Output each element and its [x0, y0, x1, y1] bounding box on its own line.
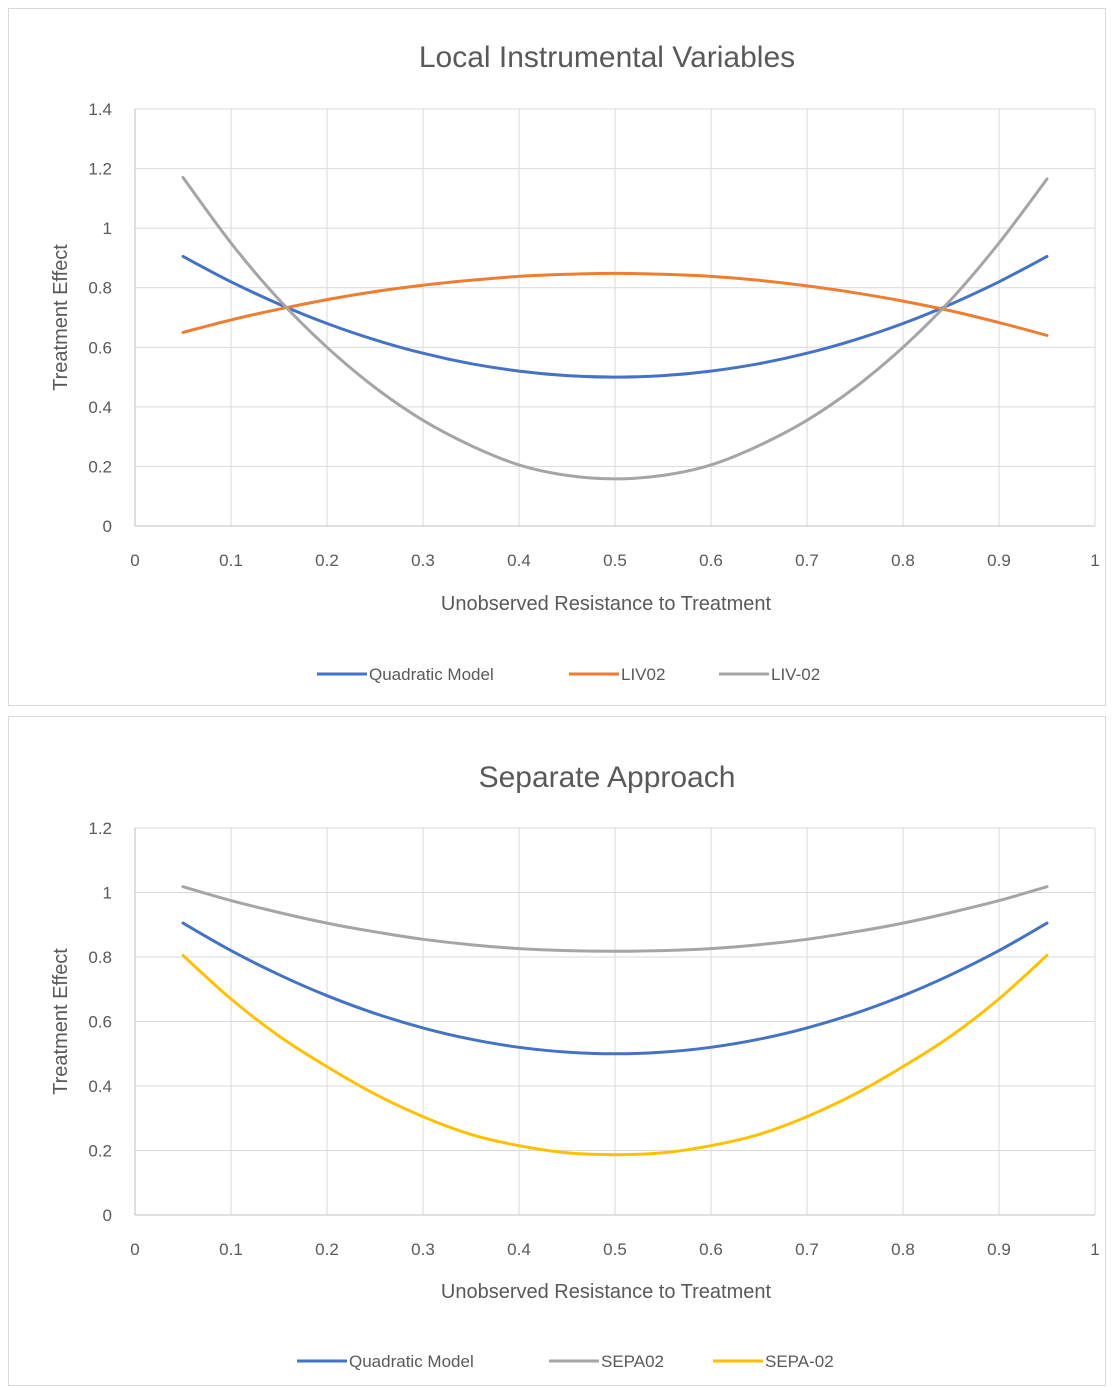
y-tick-label: 0.4: [88, 1077, 112, 1096]
x-tick-label: 0: [130, 1240, 139, 1259]
legend-label: SEPA02: [601, 1352, 664, 1371]
x-tick-label: 0.1: [219, 1240, 243, 1259]
series-line-liv-02: [181, 176, 1049, 481]
x-tick-label: 0.2: [315, 1240, 339, 1259]
y-tick-label: 1.2: [88, 160, 112, 179]
x-tick-label: 0.2: [315, 551, 339, 570]
y-tick-label: 0.6: [88, 1013, 112, 1032]
chart-separate-approach: Separate Approach 0 0.1 0.2 0.3 0.4 0.5 0.6 0.7 0…: [8, 716, 1106, 1386]
x-tick-label: 0.3: [411, 1240, 435, 1259]
legend-label: Quadratic Model: [349, 1352, 474, 1371]
series-line-sepa02: [181, 885, 1049, 953]
y-tick-label: 0: [103, 517, 112, 536]
legend: Quadratic Model SEPA02 SEPA-02: [297, 1352, 834, 1371]
x-tick-label: 0.7: [795, 1240, 819, 1259]
x-tick-label: 0.9: [987, 1240, 1011, 1259]
y-tick-label: 1: [103, 219, 112, 238]
x-tick-label: 0.8: [891, 1240, 915, 1259]
legend-label: LIV-02: [771, 665, 820, 684]
gridlines: [135, 108, 1096, 526]
x-tick-label: 0.6: [699, 551, 723, 570]
x-tick-label: 0.1: [219, 551, 243, 570]
y-tick-label: 0.6: [88, 338, 112, 357]
chart-0-svg: Local Instrumental Variables 0 0.1 0.2 0.3 0.…: [50, 41, 1100, 684]
y-tick-label: 1.4: [88, 100, 112, 119]
y-axis-title: Treatment Effect: [50, 244, 72, 391]
x-tick-label: 0.5: [603, 551, 627, 570]
chart-1-svg: Separate Approach 0 0.1 0.2 0.3 0.4 0.5 0.6 0.7 0…: [50, 761, 1100, 1371]
x-tick-label: 0: [130, 551, 139, 570]
legend-label: Quadratic Model: [369, 665, 494, 684]
x-tick-label: 0.4: [507, 551, 531, 570]
legend: Quadratic Model LIV02 LIV-02: [317, 665, 820, 684]
y-axis-title: Treatment Effect: [50, 948, 72, 1095]
chart-title: Separate Approach: [479, 761, 736, 794]
legend-label: SEPA-02: [765, 1352, 834, 1371]
y-tick-label: 0.2: [88, 1142, 112, 1161]
series-line-quadratic-model: [181, 921, 1049, 1056]
y-tick-label: 1: [103, 884, 112, 903]
x-tick-label: 0.8: [891, 551, 915, 570]
x-tick-label: 1: [1090, 551, 1099, 570]
x-tick-label: 0.7: [795, 551, 819, 570]
series-line-liv02: [181, 271, 1049, 337]
y-tick-label: 0.8: [88, 948, 112, 967]
x-tick-label: 0.3: [411, 551, 435, 570]
x-tick-label: 0.4: [507, 1240, 531, 1259]
x-axis-title: Unobserved Resistance to Treatment: [441, 593, 772, 615]
x-tick-label: 0.9: [987, 551, 1011, 570]
series-line-sepa-02: [181, 953, 1049, 1157]
gridlines: [135, 827, 1096, 1215]
series-line-quadratic-model: [181, 254, 1049, 379]
y-tick-label: 0: [103, 1206, 112, 1225]
chart-title: Local Instrumental Variables: [419, 41, 795, 74]
legend-label: LIV02: [621, 665, 665, 684]
x-tick-label: 1: [1090, 1240, 1099, 1259]
y-tick-label: 0.2: [88, 457, 112, 476]
x-tick-label: 0.5: [603, 1240, 627, 1259]
chart-local-instrumental-variables: Local Instrumental Variables 0 0.1 0.2 0.3 0.…: [8, 8, 1106, 706]
y-tick-label: 1.2: [88, 819, 112, 838]
x-tick-label: 0.6: [699, 1240, 723, 1259]
y-tick-label: 0.4: [88, 398, 112, 417]
y-tick-label: 0.8: [88, 279, 112, 298]
x-axis-title: Unobserved Resistance to Treatment: [441, 1281, 772, 1303]
